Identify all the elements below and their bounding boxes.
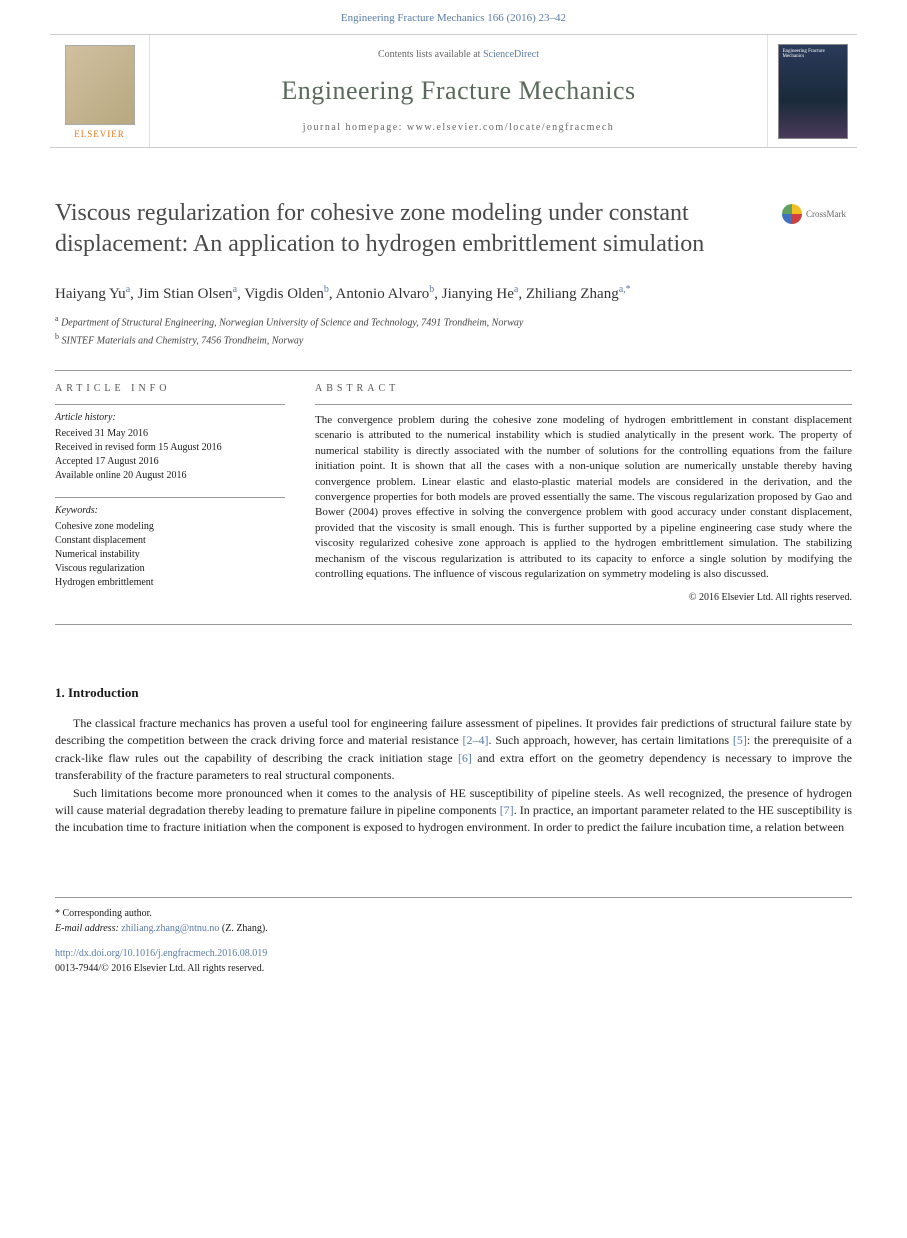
elsevier-tree-icon xyxy=(65,45,135,125)
homepage-line: journal homepage: www.elsevier.com/locat… xyxy=(158,122,759,133)
info-abstract-row: article info Article history: Received 3… xyxy=(55,383,852,604)
divider xyxy=(55,370,852,371)
article-front: Viscous regularization for cohesive zone… xyxy=(0,148,907,685)
info-label: article info xyxy=(55,383,285,394)
banner-center: Contents lists available at ScienceDirec… xyxy=(150,35,767,147)
running-head: Engineering Fracture Mechanics 166 (2016… xyxy=(0,0,907,28)
citation-text: Engineering Fracture Mechanics 166 (2016… xyxy=(341,12,566,24)
contents-line: Contents lists available at ScienceDirec… xyxy=(158,49,759,60)
divider xyxy=(55,624,852,625)
citation-link[interactable]: [6] xyxy=(458,751,472,765)
page-footer: * Corresponding author. E-mail address: … xyxy=(55,897,852,976)
keywords-block: Keywords: Cohesive zone modeling Constan… xyxy=(55,497,285,590)
email-line: E-mail address: zhiliang.zhang@ntnu.no (… xyxy=(55,921,852,936)
history-block: Article history: Received 31 May 2016 Re… xyxy=(55,404,285,483)
divider xyxy=(315,404,852,405)
journal-name: Engineering Fracture Mechanics xyxy=(158,76,759,106)
article-info: article info Article history: Received 3… xyxy=(55,383,285,604)
article-title: Viscous regularization for cohesive zone… xyxy=(55,198,762,260)
homepage-url: www.elsevier.com/locate/engfracmech xyxy=(407,122,614,133)
doi-link[interactable]: http://dx.doi.org/10.1016/j.engfracmech.… xyxy=(55,948,267,959)
publisher-block: ELSEVIER xyxy=(50,35,150,147)
publisher-name: ELSEVIER xyxy=(74,129,125,139)
corresponding-note: * Corresponding author. xyxy=(55,906,852,921)
affiliations: a Department of Structural Engineering, … xyxy=(55,313,852,348)
author-list: Haiyang Yua, Jim Stian Olsena, Vigdis Ol… xyxy=(55,284,852,303)
email-link[interactable]: zhiliang.zhang@ntnu.no xyxy=(121,923,219,934)
copyright-line: © 2016 Elsevier Ltd. All rights reserved… xyxy=(315,592,852,603)
paragraph: The classical fracture mechanics has pro… xyxy=(55,715,852,785)
journal-cover-icon: Engineering Fracture Mechanics xyxy=(778,44,848,139)
paragraph: Such limitations become more pronounced … xyxy=(55,785,852,837)
journal-banner: ELSEVIER Contents lists available at Sci… xyxy=(50,34,857,148)
abstract: abstract The convergence problem during … xyxy=(315,383,852,604)
citation-link[interactable]: [5] xyxy=(733,733,747,747)
title-row: Viscous regularization for cohesive zone… xyxy=(55,198,852,260)
cover-block: Engineering Fracture Mechanics xyxy=(767,35,857,147)
section-heading: 1. Introduction xyxy=(55,685,852,701)
citation-link[interactable]: [2–4] xyxy=(463,733,489,747)
body-text: 1. Introduction The classical fracture m… xyxy=(0,685,907,837)
citation-link[interactable]: [7] xyxy=(500,803,514,817)
crossmark-icon xyxy=(782,204,802,224)
abstract-text: The convergence problem during the cohes… xyxy=(315,413,852,582)
abstract-label: abstract xyxy=(315,383,852,394)
corresponding-mark: * xyxy=(626,284,631,295)
crossmark-badge[interactable]: CrossMark xyxy=(782,204,852,224)
sciencedirect-link[interactable]: ScienceDirect xyxy=(483,49,539,60)
issn-copyright: 0013-7944/© 2016 Elsevier Ltd. All right… xyxy=(55,961,852,976)
